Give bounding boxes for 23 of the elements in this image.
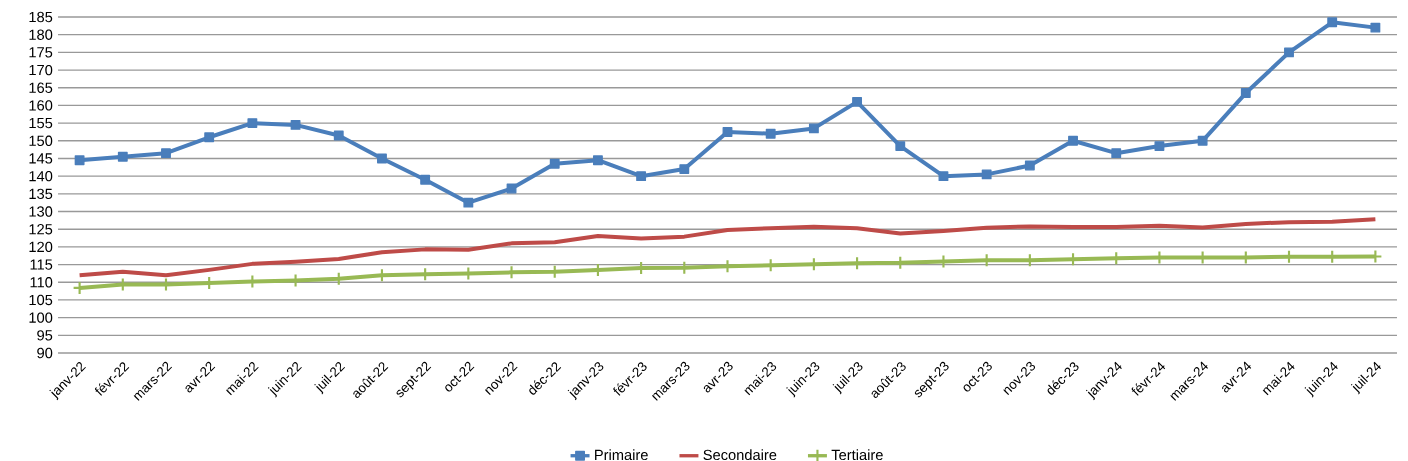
y-tick-label: 145 xyxy=(29,153,53,164)
y-tick-label: 100 xyxy=(29,312,53,323)
y-tick-label: 130 xyxy=(29,206,53,217)
y-tick-label: 175 xyxy=(29,47,53,58)
y-tick-label: 165 xyxy=(29,82,53,93)
y-tick-label: 110 xyxy=(30,277,53,288)
y-tick-label: 105 xyxy=(29,294,53,306)
y-tick-label: 115 xyxy=(30,259,53,270)
y-tick-label: 150 xyxy=(29,135,53,146)
y-tick-label: 160 xyxy=(29,100,53,111)
y-tick-label: 125 xyxy=(29,224,53,235)
y-tick-label: 170 xyxy=(29,64,53,76)
y-tick-label: 180 xyxy=(29,29,53,40)
y-tick-label: 140 xyxy=(29,170,53,182)
legend-label: Tertiaire xyxy=(831,449,883,461)
y-tick-label: 185 xyxy=(29,11,53,23)
y-tick-label: 135 xyxy=(29,188,53,200)
legend-label: Primaire xyxy=(595,449,648,461)
y-tick-label: 90 xyxy=(37,347,53,359)
y-tick-label: 95 xyxy=(37,330,53,341)
legend-label: Secondaire xyxy=(703,449,777,461)
y-tick-label: 120 xyxy=(29,241,53,253)
y-tick-label: 155 xyxy=(29,118,53,129)
